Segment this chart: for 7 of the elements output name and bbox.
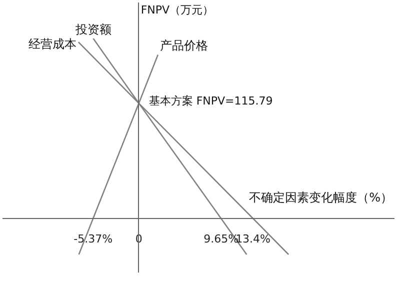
y-axis-title: FNPV（万元） [140,4,214,16]
x-tick-label: 13.4% [236,232,271,246]
series-label: 经营成本 [28,37,76,52]
series-label: 投资额 [74,22,112,36]
series-label: 产品价格 [160,38,208,53]
x-axis-title: 不确定因素变化幅度（%） [249,190,393,204]
annotation: 基本方案 FNPV=115.79 [148,94,273,108]
